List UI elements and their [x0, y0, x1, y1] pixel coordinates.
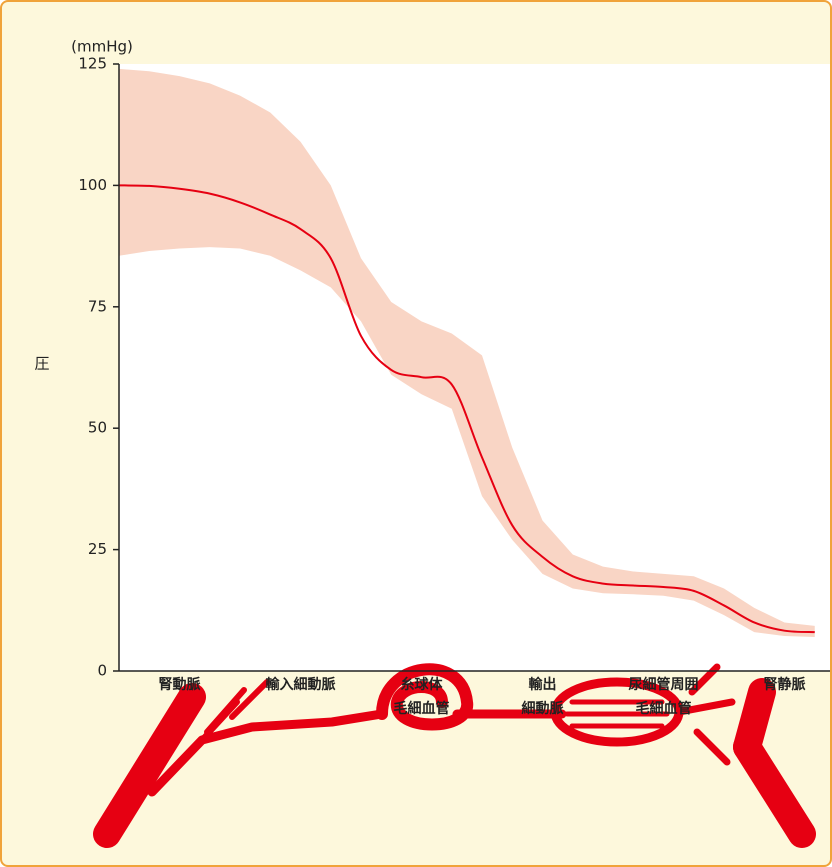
x-tick-label: 輸出 細動脈 [478, 673, 608, 721]
chart: (mmHg) 圧 0 25 50 75 100 125 [2, 2, 830, 865]
x-tick-label: 尿細管周囲 毛細血管 [599, 673, 729, 721]
y-tick-label: 125 [78, 55, 107, 73]
y-unit: (mmHg) [71, 38, 133, 56]
x-tick-label: 輸入細動脈 [236, 673, 366, 697]
y-tick-label: 25 [88, 540, 107, 558]
y-tick-label: 0 [97, 662, 107, 680]
y-tick-label: 75 [88, 297, 107, 315]
x-tick-label: 腎静脈 [720, 673, 832, 697]
y-tick-label: 100 [78, 176, 107, 194]
y-tick-label: 50 [88, 419, 107, 437]
page: (mmHg) 圧 0 25 50 75 100 125 腎動脈輸入細動脈糸球体 毛細血管輸… [0, 0, 832, 867]
x-tick-label: 糸球体 毛細血管 [357, 673, 487, 721]
x-tick-label: 腎動脈 [115, 673, 245, 697]
y-axis-label: 圧 [34, 355, 49, 373]
